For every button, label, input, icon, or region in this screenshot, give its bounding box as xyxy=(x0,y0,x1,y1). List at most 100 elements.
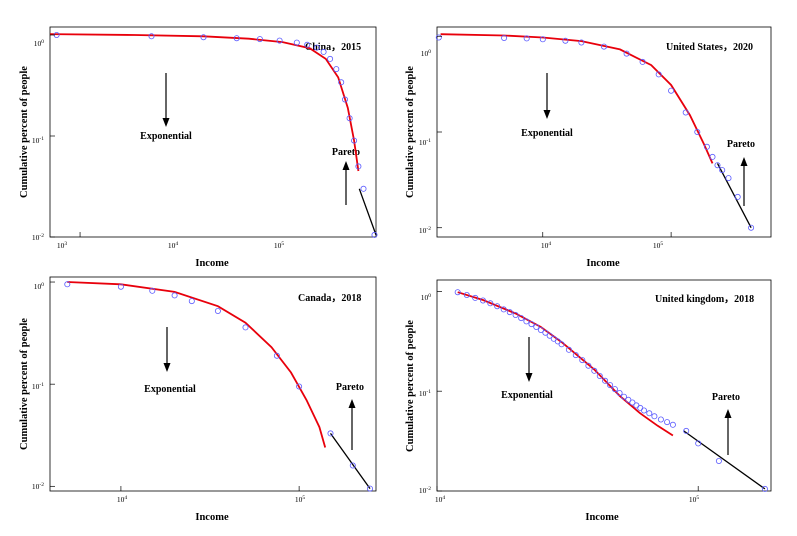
pareto-annotation: Pareto xyxy=(727,139,755,206)
down-arrowhead xyxy=(163,363,171,372)
data-point xyxy=(454,289,461,296)
data-point xyxy=(669,421,676,428)
x-axis-label: Income xyxy=(586,258,620,269)
plot-frame xyxy=(436,26,772,238)
y-tick-label: 100 xyxy=(421,293,432,302)
data-point xyxy=(633,402,640,409)
data-point xyxy=(351,137,358,144)
data-point xyxy=(601,43,608,50)
exponential-annotation: Exponential xyxy=(501,337,553,401)
data-point xyxy=(346,115,353,122)
data-point xyxy=(646,410,653,417)
data-point xyxy=(313,44,320,51)
x-tick-label: 103 xyxy=(57,241,68,250)
data-point xyxy=(188,298,195,305)
data-point xyxy=(682,109,689,116)
data-point xyxy=(542,329,549,336)
data-point xyxy=(719,167,726,174)
data-point xyxy=(641,407,648,414)
data-point xyxy=(607,382,614,389)
data-point xyxy=(360,185,367,192)
y-tick-label: 10-1 xyxy=(419,389,431,398)
data-point xyxy=(518,315,525,322)
exponential-annotation: Exponential xyxy=(144,327,196,395)
pareto-annotation: Pareto xyxy=(712,392,740,455)
data-point xyxy=(296,383,303,390)
data-points xyxy=(53,32,378,238)
down-arrowhead xyxy=(543,110,551,119)
data-point xyxy=(304,41,311,48)
data-point xyxy=(664,419,671,426)
data-point xyxy=(714,162,721,169)
y-axis-label: Cumulative percent of people xyxy=(405,66,416,198)
data-point xyxy=(629,399,636,406)
y-tick-label: 100 xyxy=(34,39,45,48)
data-point xyxy=(761,485,768,492)
axis-ticks xyxy=(436,291,699,492)
data-point xyxy=(734,193,741,200)
pareto-label: Pareto xyxy=(712,392,740,403)
data-point xyxy=(320,48,327,55)
data-point xyxy=(349,462,356,469)
x-tick-labels: 104 105 xyxy=(541,241,664,250)
data-point xyxy=(596,372,603,379)
y-tick-labels: 100 10-1 10-2 xyxy=(419,293,431,495)
data-point xyxy=(579,357,586,364)
chart-panel-united-states: United States，2020 100 10-1 10-2 104 105… xyxy=(405,26,772,269)
x-axis-label: Income xyxy=(585,512,619,523)
chart-panel-united-kingdom: United kingdom，2018 100 10-1 10-2 104 10… xyxy=(405,279,772,523)
data-points xyxy=(435,34,755,231)
data-point xyxy=(327,55,334,62)
data-point xyxy=(523,318,530,325)
up-arrowhead xyxy=(342,161,350,170)
data-point xyxy=(487,300,494,307)
x-axis-label: Income xyxy=(195,258,229,269)
data-point xyxy=(523,35,530,42)
axis-ticks xyxy=(50,281,300,491)
y-tick-labels: 100 10-1 10-2 xyxy=(32,282,44,491)
data-point xyxy=(668,87,675,94)
exponential-annotation: Exponential xyxy=(521,73,573,139)
data-point xyxy=(558,341,565,348)
exponential-fit-curve xyxy=(457,291,674,437)
y-tick-label: 100 xyxy=(34,282,45,291)
down-arrowhead xyxy=(525,373,533,382)
data-points xyxy=(64,281,373,492)
data-point xyxy=(463,291,470,298)
chart-title: United kingdom，2018 xyxy=(655,294,754,305)
data-point xyxy=(273,352,280,359)
data-point xyxy=(591,367,598,374)
data-point xyxy=(533,323,540,330)
pareto-fit-line xyxy=(358,188,377,236)
data-point xyxy=(621,393,628,400)
data-point xyxy=(572,352,579,359)
data-point xyxy=(355,163,362,170)
data-point xyxy=(611,386,618,393)
data-point xyxy=(341,96,348,103)
exponential-fit-curve xyxy=(49,33,360,172)
data-point xyxy=(616,389,623,396)
data-point xyxy=(709,153,716,160)
x-tick-label: 104 xyxy=(117,495,128,504)
data-point xyxy=(171,292,178,299)
chart-title: United States，2020 xyxy=(666,42,753,53)
y-tick-labels: 100 10-1 10-2 xyxy=(419,49,431,235)
data-point xyxy=(554,338,561,345)
data-point xyxy=(546,332,553,339)
data-point xyxy=(338,79,345,86)
data-point xyxy=(148,33,155,40)
data-point xyxy=(565,346,572,353)
data-point xyxy=(479,297,486,304)
down-arrowhead xyxy=(162,118,170,127)
data-point xyxy=(695,440,702,447)
data-point xyxy=(623,50,630,57)
data-point xyxy=(637,404,644,411)
data-point xyxy=(639,58,646,65)
pareto-label: Pareto xyxy=(336,382,364,393)
y-axis-label: Cumulative percent of people xyxy=(405,320,416,452)
data-point xyxy=(293,39,300,46)
pareto-fit-line xyxy=(329,433,371,489)
y-tick-label: 10-2 xyxy=(32,482,44,491)
chart-title: Canada，2018 xyxy=(298,293,361,304)
